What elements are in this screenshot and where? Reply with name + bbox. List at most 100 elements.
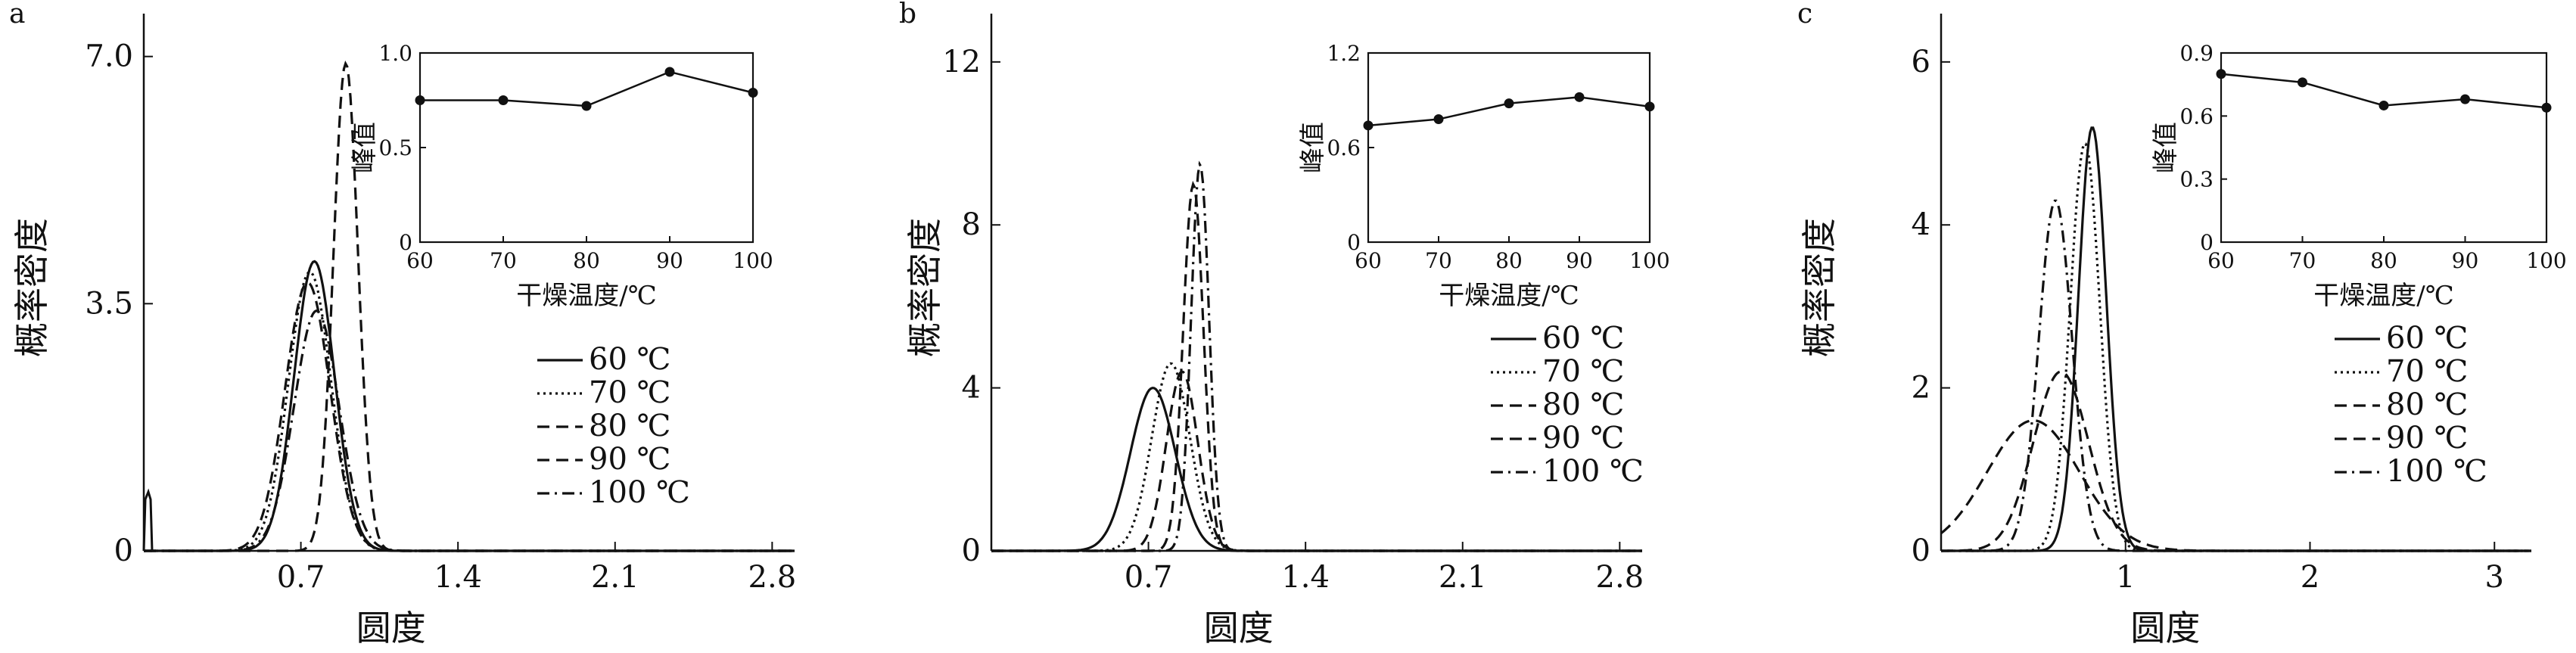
x-tick-label: 2.1	[591, 560, 639, 595]
inset-point	[1433, 114, 1444, 124]
inset-point	[415, 95, 425, 105]
y-tick-label: 7.0	[85, 39, 133, 74]
x-tick-label: 0.7	[277, 560, 325, 595]
legend-label: 90 ℃	[1542, 421, 1624, 456]
x-tick-label: 3	[2485, 560, 2504, 595]
inset-frame	[1367, 51, 1651, 244]
inset-point	[2460, 94, 2470, 104]
inset-x-tick-label: 80	[1495, 248, 1523, 273]
inset-point	[748, 88, 758, 98]
inset-frame	[2220, 51, 2548, 244]
inset-point	[1644, 101, 1655, 112]
series-line-5	[991, 160, 1642, 552]
origin-spike	[142, 488, 154, 552]
legend-label: 60 ℃	[589, 342, 670, 377]
x-tick-label: 1.4	[434, 560, 482, 595]
series-line-5	[144, 309, 795, 552]
y-axis-label: 概率密度	[1799, 218, 1840, 357]
legend-label: 70 ℃	[589, 375, 670, 410]
inset-y-tick-label: 0.5	[378, 135, 412, 160]
legend-label: 90 ℃	[2386, 421, 2468, 456]
inset-point	[1504, 98, 1514, 109]
inset-y-tick-label: 0.6	[2179, 104, 2214, 129]
inset-x-tick-label: 60	[1355, 248, 1382, 273]
inset-y-axis-label: 峰值	[2151, 122, 2181, 173]
y-axis-label: 概率密度	[904, 218, 945, 357]
inset-y-tick-label: 1.0	[378, 41, 412, 66]
inset-y-axis-label: 峰值	[350, 122, 380, 173]
legend-label: 60 ℃	[1542, 321, 1624, 356]
inset-point	[664, 67, 675, 77]
legend-label: 100 ℃	[589, 475, 690, 510]
inset-x-tick-label: 80	[573, 248, 600, 273]
inset-y-tick-label: 0	[399, 230, 412, 255]
x-tick-label: 2	[2301, 560, 2319, 595]
inset-x-axis-label: 干燥温度/℃	[1439, 281, 1579, 311]
inset-x-tick-label: 80	[2370, 248, 2397, 273]
inset-point	[2298, 77, 2307, 88]
inset-point	[2378, 100, 2389, 110]
inset-chart: 60 70 80 90 100 0 0.6 1.2 干燥温度/℃ 峰值	[1298, 41, 1670, 311]
inset-point	[1574, 92, 1585, 102]
inset-x-axis-label: 干燥温度/℃	[2313, 281, 2454, 311]
inset-point	[498, 95, 509, 105]
inset-chart: 60 70 80 90 100 0 0.3 0.6 0.9 干燥温度/℃ 峰值	[2151, 41, 2567, 311]
x-tick-label: 2.8	[748, 560, 797, 595]
legend-label: 80 ℃	[589, 409, 670, 443]
series-line-3	[144, 281, 795, 552]
inset-y-tick-label: 0.9	[2179, 41, 2214, 66]
inset-y-tick-label: 0	[2200, 230, 2214, 255]
legend-label: 80 ℃	[2386, 387, 2468, 422]
inset-x-tick-label: 90	[1566, 248, 1593, 273]
x-tick-label: 1.4	[1281, 560, 1330, 595]
inset-point	[581, 101, 592, 111]
inset-x-tick-label: 60	[2207, 248, 2235, 273]
inset-x-tick-label: 90	[656, 248, 683, 273]
panel-label: b	[899, 0, 916, 30]
inset-x-tick-label: 70	[490, 248, 517, 273]
inset-point	[1363, 120, 1374, 131]
legend-label: 60 ℃	[2386, 321, 2468, 356]
inset-x-tick-label: 100	[2526, 248, 2566, 273]
x-tick-label: 2.8	[1596, 560, 1644, 595]
inset-y-tick-label: 1.2	[1327, 41, 1361, 66]
x-axis-label: 圆度	[2130, 608, 2200, 648]
series-line-4	[144, 61, 795, 552]
legend-label: 80 ℃	[1542, 387, 1624, 422]
x-tick-label: 1	[2116, 560, 2135, 595]
panel-label: a	[9, 0, 25, 30]
x-axis-label: 圆度	[356, 608, 426, 648]
inset-x-tick-label: 70	[1425, 248, 1452, 273]
inset-y-tick-label: 0	[1347, 230, 1361, 255]
series-line-1	[144, 260, 795, 552]
panel-b: b 0.7 1.4 2.1 2.8 0 4 8 12 圆度 概率密度 60 ℃70 ℃80 ℃90 ℃…	[899, 0, 1670, 648]
inset-y-tick-label: 0.6	[1327, 135, 1361, 160]
legend-label: 90 ℃	[589, 442, 670, 477]
x-tick-label: 2.1	[1439, 560, 1487, 595]
inset-x-tick-label: 60	[406, 248, 434, 273]
y-tick-label: 2	[1912, 371, 1930, 406]
series-line-5	[1941, 199, 2531, 552]
inset-x-tick-label: 90	[2452, 248, 2479, 273]
x-axis-label: 圆度	[1204, 608, 1274, 648]
y-tick-label: 0	[1912, 533, 1930, 568]
y-tick-label: 3.5	[85, 286, 133, 321]
y-tick-label: 4	[1912, 207, 1930, 242]
inset-point	[2541, 102, 2552, 113]
inset-line	[420, 70, 754, 107]
y-axis-label: 概率密度	[11, 218, 52, 357]
inset-x-axis-label: 干燥温度/℃	[516, 281, 657, 311]
legend-label: 100 ℃	[2386, 454, 2487, 489]
y-tick-label: 6	[1912, 45, 1930, 79]
inset-y-tick-label: 0.3	[2179, 167, 2214, 192]
y-tick-label: 12	[942, 45, 981, 79]
series-line-2	[144, 270, 795, 552]
inset-x-tick-label: 100	[733, 248, 773, 273]
inset-x-tick-label: 100	[1629, 248, 1669, 273]
x-tick-label: 0.7	[1125, 560, 1173, 595]
inset-chart: 60 70 80 90 100 0 0.5 1.0 干燥温度/℃ 峰值	[350, 41, 773, 311]
y-tick-label: 8	[962, 207, 981, 242]
